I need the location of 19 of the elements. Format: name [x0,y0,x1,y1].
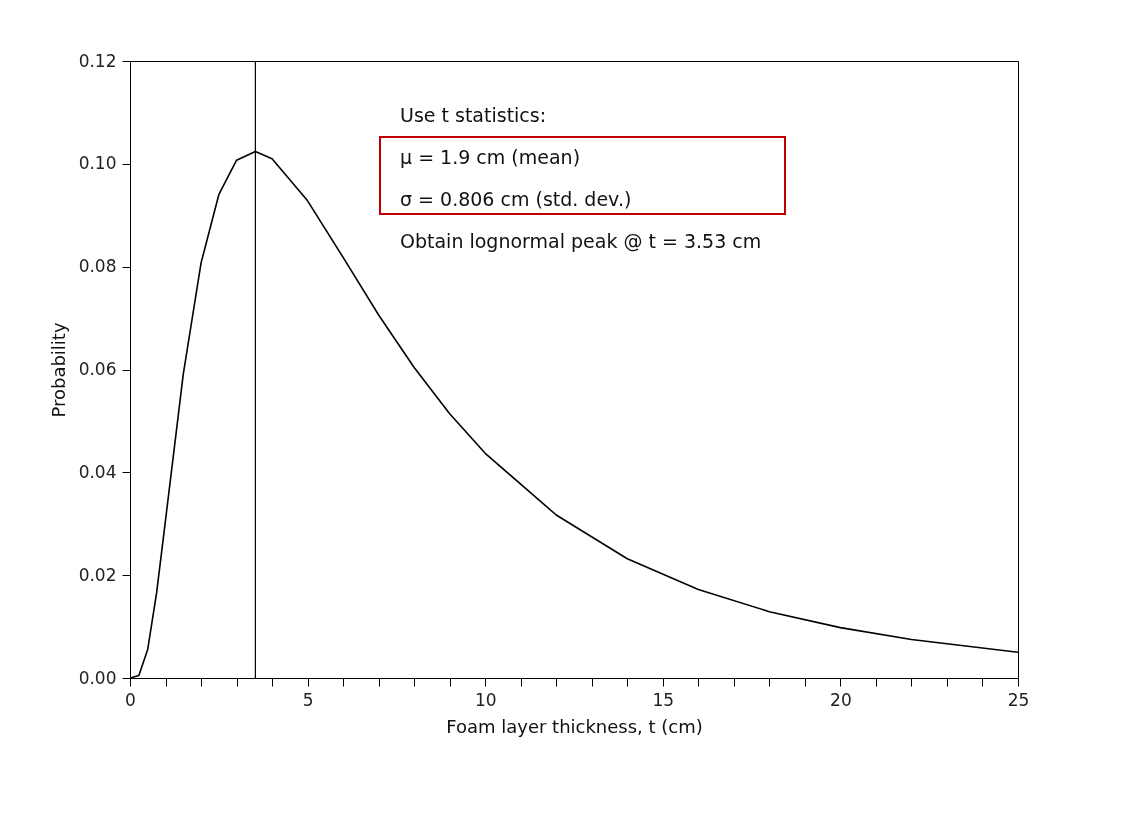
y-axis-title: Probability [47,322,69,418]
x-tick-label: 0 [125,689,136,710]
y-tick-label: 0.04 [78,461,117,482]
annotation: σ = 0.806 cm (std. dev.) [400,188,632,210]
x-tick-label: 5 [302,689,314,710]
x-tick-label: 15 [652,689,675,710]
annotation: μ = 1.9 cm (mean) [400,146,581,168]
x-axis-title: Foam layer thickness, t (cm) [446,715,703,737]
y-tick-label: 0.10 [78,153,117,174]
y-tick-label: 0.00 [78,667,117,688]
x-tick-label: 10 [474,689,497,710]
annotation: Obtain lognormal peak @ t = 3.53 cm [400,230,762,252]
y-tick-label: 0.02 [78,564,117,585]
y-tick-label: 0.06 [78,359,117,379]
y-tick-label: 0.12 [78,50,117,71]
x-tick-label: 25 [1007,689,1030,710]
y-tick-label: 0.08 [78,256,117,277]
x-tick-label: 20 [830,689,852,710]
annotation: Use t statistics: [400,104,547,126]
